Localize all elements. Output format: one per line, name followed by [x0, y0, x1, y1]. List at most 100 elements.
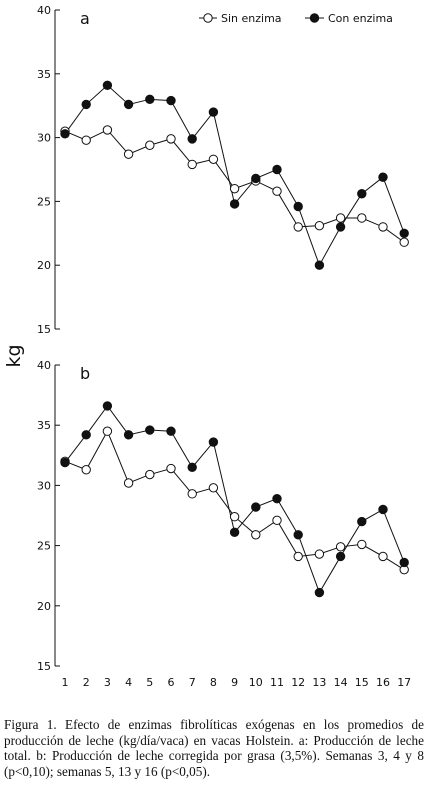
y-axis-label: kg: [3, 344, 25, 367]
con-enzima-point: [102, 80, 113, 90]
con-enzima-point: [378, 172, 388, 182]
x-tick-label: 8: [210, 676, 217, 689]
y-tick-label: 15: [37, 660, 51, 673]
x-tick-labels: 1 2 3 4 5 6 7 8 9 10 11 12 13 14 15 16 17: [62, 676, 412, 689]
sin-enzima-point: [357, 213, 367, 223]
x-tick-label: 1: [62, 676, 69, 689]
x-tick-label: 2: [83, 676, 90, 689]
x-tick-label: 14: [334, 676, 348, 689]
y-tick-label: 15: [37, 323, 51, 336]
sin-enzima-point: [378, 222, 388, 232]
legend-marker-filled: [309, 13, 320, 23]
panel-label: a: [80, 9, 90, 28]
sin-enzima-point: [378, 551, 388, 562]
x-tick-label: 15: [355, 676, 369, 689]
legend-label-con-enzima: Con enzima: [328, 12, 393, 25]
legend-marker-open: [203, 13, 213, 23]
sin-enzima-point: [102, 125, 113, 135]
sin-enzima-point: [208, 483, 219, 493]
x-axis-label: semana: [215, 697, 259, 700]
sin-enzima-point: [123, 478, 134, 488]
sin-enzima-point: [357, 539, 367, 550]
y-tick-label: 35: [37, 68, 51, 81]
sin-enzima-point: [335, 213, 346, 223]
sin-enzima-point: [293, 551, 303, 562]
sin-enzima-point: [187, 159, 197, 170]
y-tick-label: 35: [37, 419, 51, 432]
con-enzima-point: [145, 425, 155, 435]
con-enzima-point: [81, 430, 91, 440]
con-enzima-point: [272, 164, 282, 175]
con-enzima-point: [357, 516, 367, 527]
sin-enzima-point: [335, 542, 346, 552]
series-line-con-enzima: [64, 84, 405, 267]
con-enzima-point: [123, 430, 134, 440]
y-tick-label: 25: [37, 540, 51, 553]
y-tick-label: 25: [37, 195, 51, 208]
con-enzima-point: [187, 462, 197, 473]
x-tick-label: 11: [270, 676, 284, 689]
y-tick-label: 30: [37, 479, 51, 492]
sin-enzima-point: [102, 426, 113, 436]
con-enzima-point: [208, 107, 219, 117]
con-enzima-point: [166, 426, 176, 436]
con-enzima-point: [251, 502, 261, 512]
panel-label: b: [80, 364, 90, 383]
sin-enzima-point: [251, 530, 261, 540]
figure-caption: Figura 1. Efecto de enzimas fibrolíticas…: [4, 717, 424, 779]
con-enzima-point: [399, 228, 409, 239]
series-line-sin-enzima: [64, 430, 405, 571]
con-enzima-point: [293, 201, 303, 212]
sin-enzima-point: [81, 465, 91, 475]
x-tick-label: 6: [168, 676, 175, 689]
sin-enzima-point: [314, 549, 325, 559]
con-enzima-point: [335, 222, 346, 232]
con-enzima-point: [378, 504, 388, 515]
con-enzima-point: [229, 527, 240, 538]
con-enzima-point: [81, 99, 91, 110]
y-tick-label: 30: [37, 132, 51, 145]
con-enzima-point: [293, 530, 303, 540]
x-tick-label: 4: [125, 676, 132, 689]
con-enzima-point: [166, 95, 176, 106]
con-enzima-point: [102, 401, 113, 411]
con-enzima-point: [60, 457, 70, 468]
con-enzima-point: [229, 199, 240, 209]
x-tick-label: 13: [312, 676, 326, 689]
panel-b: 15 20 25 30 35 40 b: [37, 359, 409, 673]
con-enzima-point: [314, 260, 325, 270]
x-tick-label: 17: [397, 676, 411, 689]
sin-enzima-point: [272, 515, 282, 526]
y-tick-label: 40: [37, 4, 51, 17]
con-enzima-point: [187, 134, 197, 144]
con-enzima-point: [251, 173, 261, 184]
sin-enzima-point: [229, 183, 240, 194]
x-tick-label: 16: [376, 676, 390, 689]
sin-enzima-point: [145, 469, 155, 480]
sin-enzima-point: [145, 140, 155, 150]
sin-enzima-point: [166, 463, 176, 474]
con-enzima-point: [208, 437, 219, 447]
x-tick-label: 10: [249, 676, 263, 689]
y-tick-label: 20: [37, 259, 51, 272]
panel-a: 15 20 25 30 35 40 a Sin enzima Con enzima: [37, 4, 409, 336]
con-enzima-point: [357, 189, 367, 199]
con-enzima-point: [60, 129, 70, 139]
x-tick-label: 5: [146, 676, 153, 689]
sin-enzima-point: [208, 154, 219, 164]
x-tick-label: 3: [104, 676, 111, 689]
sin-enzima-point: [166, 134, 176, 144]
con-enzima-point: [123, 99, 134, 110]
sin-enzima-point: [293, 222, 303, 232]
sin-enzima-point: [314, 220, 325, 231]
y-tick-label: 20: [37, 600, 51, 613]
x-tick-label: 12: [291, 676, 305, 689]
y-tick-label: 40: [37, 359, 51, 372]
legend-label-sin-enzima: Sin enzima: [221, 12, 282, 25]
sin-enzima-point: [187, 489, 197, 499]
con-enzima-point: [272, 493, 282, 504]
con-enzima-point: [314, 587, 325, 598]
sin-enzima-point: [81, 135, 91, 145]
sin-enzima-point: [272, 186, 282, 196]
